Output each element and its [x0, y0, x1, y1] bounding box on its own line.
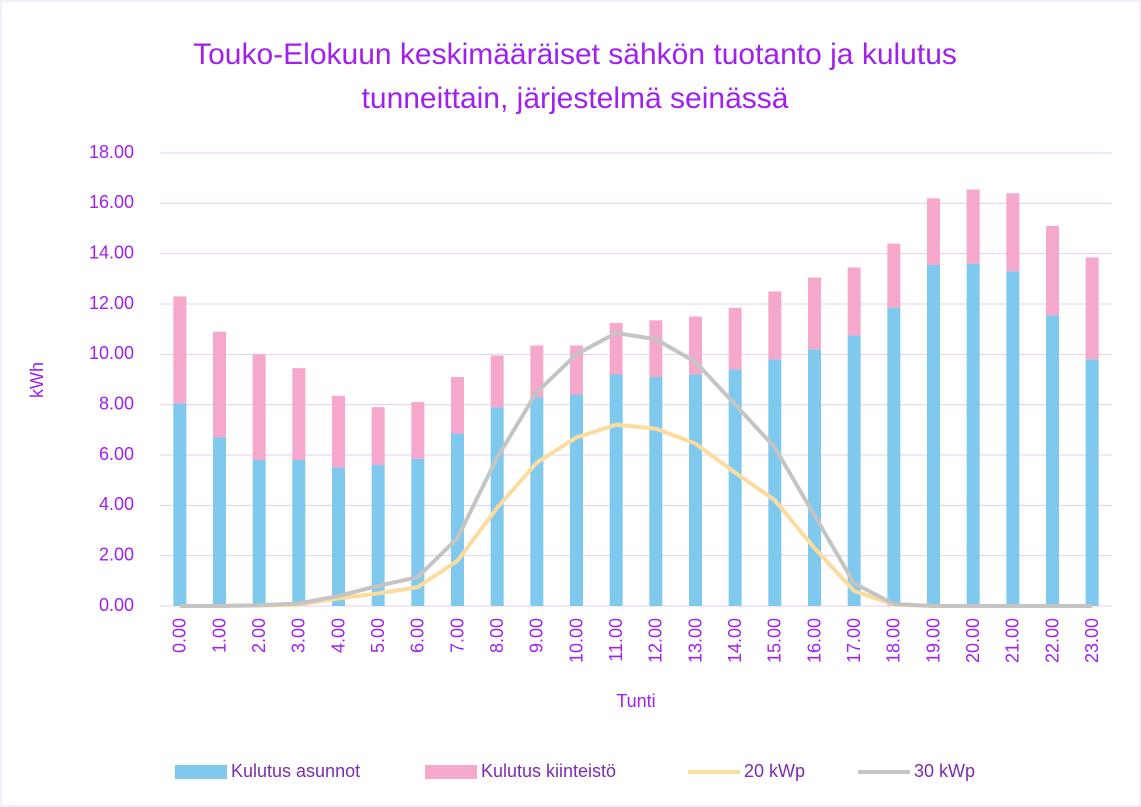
x-tick-label: 16.00 — [804, 618, 824, 663]
x-tick-label: 8.00 — [487, 618, 507, 653]
x-tick-label: 7.00 — [447, 618, 467, 653]
bar — [213, 331, 226, 438]
bar — [530, 345, 544, 398]
bar — [1006, 193, 1020, 272]
bar — [451, 433, 464, 606]
x-tick-label: 23.00 — [1082, 618, 1102, 663]
x-tick-label: 1.00 — [209, 618, 229, 653]
bar — [371, 465, 385, 606]
y-tick-label: 4.00 — [99, 494, 134, 514]
bar — [847, 267, 861, 336]
bar — [966, 189, 980, 264]
x-tick-label: 9.00 — [527, 618, 547, 653]
bar — [768, 291, 782, 360]
bar — [847, 335, 861, 606]
bar — [411, 402, 425, 459]
bar — [689, 374, 702, 606]
legend-label: Kulutus asunnot — [231, 761, 360, 781]
bar — [213, 437, 226, 606]
x-tick-label: 21.00 — [1003, 618, 1023, 663]
bar — [927, 198, 940, 265]
x-tick-label: 10.00 — [566, 618, 586, 663]
bar — [728, 307, 742, 370]
y-axis-label: kWh — [27, 362, 47, 398]
x-tick-label: 4.00 — [328, 618, 348, 653]
bar — [966, 263, 980, 606]
x-tick-label: 3.00 — [289, 618, 309, 653]
bar — [808, 277, 821, 350]
bar — [570, 394, 583, 606]
x-tick-label: 20.00 — [963, 618, 983, 663]
legend-label: 30 kWp — [914, 761, 975, 781]
line — [179, 330, 1093, 608]
x-tick-label: 17.00 — [844, 618, 864, 663]
bar — [649, 376, 663, 606]
bar — [173, 403, 187, 606]
legend-swatch — [425, 765, 477, 779]
legend-label: 20 kWp — [744, 761, 805, 781]
legend-swatch — [175, 765, 227, 779]
x-tick-label: 15.00 — [765, 618, 785, 663]
y-tick-label: 0.00 — [99, 595, 134, 615]
x-tick-label: 18.00 — [884, 618, 904, 663]
bar — [451, 376, 464, 434]
bar — [332, 395, 345, 468]
x-tick-label: 5.00 — [368, 618, 388, 653]
x-tick-label: 6.00 — [408, 618, 428, 653]
x-tick-label: 19.00 — [923, 618, 943, 663]
bar — [490, 355, 504, 408]
y-tick-label: 16.00 — [89, 192, 134, 212]
bar — [887, 243, 901, 308]
bar — [1006, 271, 1020, 606]
x-tick-label: 11.00 — [606, 618, 626, 662]
bar — [173, 296, 187, 404]
bar — [530, 397, 544, 606]
y-tick-label: 2.00 — [99, 544, 134, 564]
y-tick-label: 12.00 — [89, 293, 134, 313]
bar — [1046, 225, 1059, 316]
bar — [1085, 257, 1099, 360]
chart-title: Touko-Elokuun keskimääräiset sähkön tuot… — [193, 38, 957, 71]
chart-title: tunneittain, järjestelmä seinässä — [362, 82, 789, 115]
bar — [1046, 315, 1059, 606]
bar — [887, 307, 901, 606]
y-tick-label: 18.00 — [89, 142, 134, 162]
bar — [252, 354, 266, 461]
x-tick-label: 13.00 — [685, 618, 705, 663]
y-tick-label: 6.00 — [99, 444, 134, 464]
x-tick-label: 14.00 — [725, 618, 745, 663]
bar — [808, 349, 821, 606]
x-axis-label: Tunti — [616, 691, 655, 711]
bar — [332, 467, 345, 606]
x-tick-label: 12.00 — [646, 618, 666, 663]
x-tick-label: 0.00 — [170, 618, 190, 653]
bar — [292, 368, 306, 461]
bar — [649, 320, 663, 377]
x-tick-label: 22.00 — [1042, 618, 1062, 663]
bar — [728, 369, 742, 606]
y-tick-label: 14.00 — [89, 242, 134, 262]
bar — [609, 322, 623, 375]
legend-label: Kulutus kiinteistö — [481, 761, 616, 781]
bar — [411, 458, 425, 606]
bar — [292, 460, 306, 606]
bar — [927, 264, 940, 606]
bar — [1085, 359, 1099, 606]
bar — [609, 374, 623, 606]
y-tick-label: 10.00 — [89, 343, 134, 363]
x-tick-label: 2.00 — [249, 618, 269, 653]
bar — [768, 359, 782, 606]
bar — [252, 460, 266, 606]
y-tick-label: 8.00 — [99, 393, 134, 413]
bar — [371, 407, 385, 466]
